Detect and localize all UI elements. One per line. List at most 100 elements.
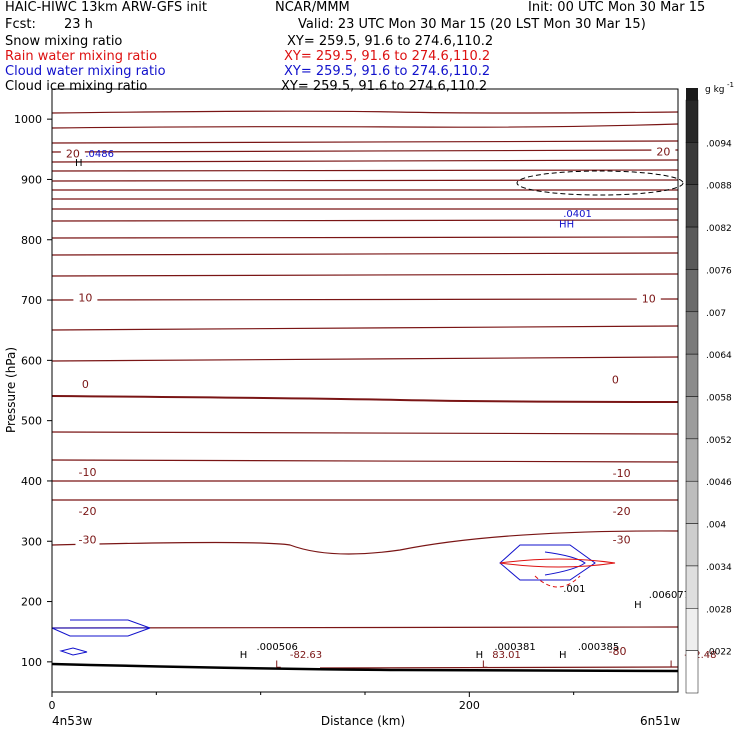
contour-label: -30 [613,533,631,546]
extremum-annotation: L [670,659,676,670]
extremum-annotation: L [275,659,281,670]
surface-pressure-line [51,662,679,673]
extremum-annotation: .006077 [649,590,690,601]
colorbar-swatch [685,565,699,609]
colorbar-swatch [685,480,699,524]
isotherm-line [51,273,679,277]
x-axis-label: Distance (km) [321,714,405,728]
contour-label: 0 [612,374,619,387]
x-tick-label: 200 [459,699,480,712]
contour-label-bg [603,374,628,386]
extremum-annotation: .0486 [85,149,114,160]
cloud-water-contour [59,647,88,656]
isotherm-line [51,325,679,331]
colorbar-swatch [685,650,699,694]
y-tick-label: 1000 [14,113,42,126]
left-endpoint-label: 4n53w [52,714,93,728]
extremum-annotation: L [482,659,488,670]
extremum-annotation: .001 [563,584,585,595]
y-tick-label: 300 [21,535,42,548]
contour-label-bg [75,534,100,546]
y-tick-label: 600 [21,354,42,367]
extremum-annotation: H [634,600,642,611]
field-name-snow: Snow mixing ratio [5,34,123,49]
y-axis: 100 200 300 400 500 600 700 800 900 1000 [14,113,52,669]
isotherm-line [51,252,679,256]
chart-title: HAIC-HIWC 13km ARW-GFS init [5,0,207,15]
isotherm-line [51,626,679,629]
extremum-annotation: .000385 [578,642,619,653]
colorbar-swatch [685,396,699,440]
isotherm-line [51,236,679,239]
extremum-annotation: -82.48 [684,650,716,661]
contour-label: 10 [642,292,656,305]
colorbar-tick-label: .0034 [706,563,732,573]
isotherm-contours [51,110,679,669]
colorbar-units-exponent: -1 [727,81,734,89]
cloud-water-contour [499,544,596,581]
contour-label-bg [605,646,630,658]
colorbar-tick-label: .0052 [706,436,732,446]
colorbar-units: g kg [705,85,725,95]
extremum-annotation: H [75,158,83,169]
isotherm-line [51,140,679,144]
right-endpoint-label: 6n51w [640,714,681,728]
extremum-annotation: H [240,650,248,661]
field-xy-snow: XY= 259.5, 91.6 to 274.6,110.2 [287,34,494,49]
colorbar: .0094 .0088 .0082 .0076 .007 .0064 .0058 .0052.… [685,88,732,694]
isotherm-line [51,395,679,403]
contour-label-bg [73,378,98,390]
isotherm-line [51,110,679,114]
contour-label: 20 [66,148,80,161]
colorbar-swatch [685,269,699,313]
colorbar-swatch [685,226,699,270]
isotherm-line [319,666,679,669]
colorbar-cap [686,88,698,100]
colorbar-tick-label: .007 [706,309,726,319]
contour-label: 10 [78,292,92,305]
y-tick-label: 100 [21,656,42,669]
fcst-label: Fcst: [5,17,36,32]
y-tick-label: 400 [21,475,42,488]
isotherm-line [51,219,679,222]
colorbar-tick-label: .004 [706,521,726,531]
colorbar-tick-label: .0088 [706,182,732,192]
contour-label-bg [609,534,634,546]
colorbar-swatch [685,353,699,397]
colorbar-swatch [685,142,699,185]
extremum-annotation: HH [559,220,574,231]
y-tick-label: 500 [21,415,42,428]
contour-label-bg [60,148,85,160]
contour-label-bg [73,292,98,304]
isotherm-line [51,123,679,129]
extremum-annotation: H [476,650,484,661]
colorbar-swatch [685,523,699,567]
cloud-water-contour [51,627,151,637]
y-tick-label: 700 [21,294,42,307]
colorbar-swatch [685,438,699,482]
colorbar-swatch [685,608,699,651]
contour-label-bg [636,293,661,305]
colorbar-tick-label: .0076 [706,266,732,276]
extremum-annotation: 83.01 [492,650,521,661]
field-xy-cloud-water: XY= 259.5, 91.6 to 274.6,110.2 [284,64,491,79]
fcst-value: 23 h [64,17,93,32]
contour-label: 0 [82,378,89,391]
colorbar-tick-label: .0094 [706,139,732,149]
y-tick-label: 800 [21,234,42,247]
field-xy-cloud-ice: XY= 259.5, 91.6 to 274.6,110.2 [281,79,488,94]
contour-label: -10 [613,467,631,480]
cloud-water-contour [544,551,586,576]
isotherm-line [51,159,679,163]
contour-label-bg [609,506,634,518]
colorbar-tick-label: .0022 [706,648,732,658]
contour-labels: -80 -30 -30 -20 -20 -10 -10 0 0 10 10 20 20 [60,146,676,658]
contour-label: -20 [613,505,631,518]
isotherm-line [51,169,679,172]
contour-label-bg [75,506,100,518]
field-name-rain: Rain water mixing ratio [5,49,158,64]
valid-time: Valid: 23 UTC Mon 30 Mar 15 (20 LST Mon … [298,17,646,32]
y-tick-label: 900 [21,173,42,186]
